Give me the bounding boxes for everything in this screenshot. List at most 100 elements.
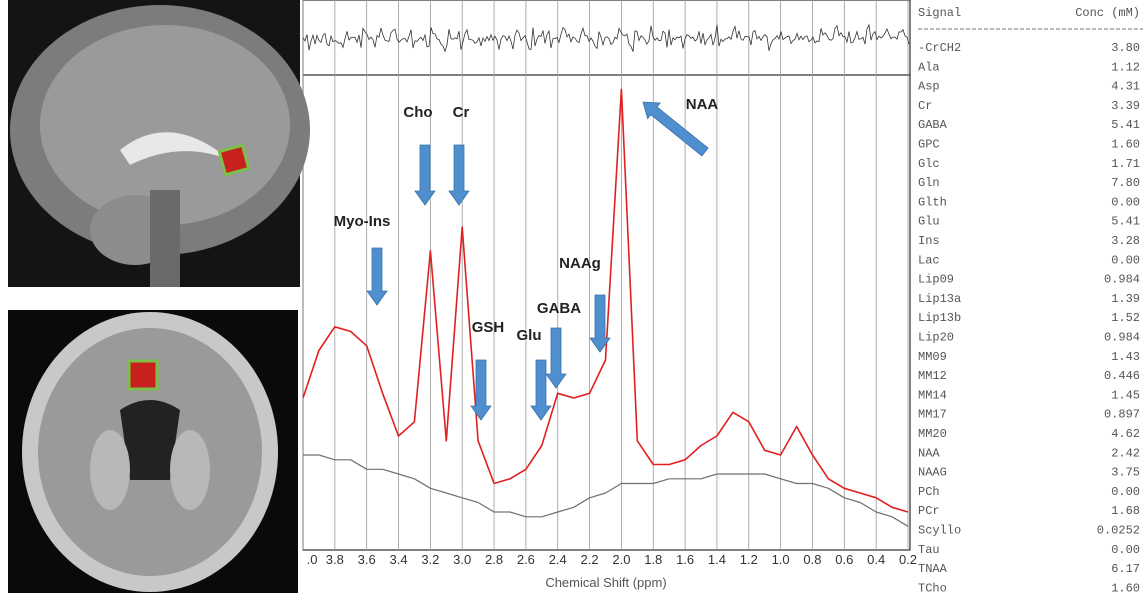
signal-conc: 1.71: [1111, 157, 1140, 171]
x-tick-label: 3.6: [358, 552, 376, 567]
signal-name: Tau: [918, 543, 940, 557]
signal-conc: 4.62: [1111, 427, 1140, 441]
signal-conc: 0.897: [1104, 408, 1140, 422]
sagittal-mri: [8, 0, 310, 287]
annotation: Cho: [403, 104, 432, 121]
arrow: [366, 247, 388, 306]
signal-conc: 4.31: [1111, 80, 1140, 94]
x-tick-label: 1.0: [772, 552, 790, 567]
baseline-line: [303, 454, 909, 527]
x-tick-label: 1.6: [676, 552, 694, 567]
signal-conc: 5.41: [1111, 215, 1140, 229]
x-tick-label: 0.4: [867, 552, 885, 567]
signal-conc: 1.60: [1111, 138, 1140, 152]
x-tick-label: 0.8: [803, 552, 821, 567]
signal-conc: 0.00: [1111, 195, 1140, 209]
signal-conc: 3.75: [1111, 466, 1140, 480]
arrow: [530, 359, 552, 421]
x-tick-label: 1.8: [644, 552, 662, 567]
signal-conc: 1.68: [1111, 504, 1140, 518]
signal-conc: 3.39: [1111, 99, 1140, 113]
signal-name: Glth: [918, 195, 947, 209]
x-tick-label: 1.2: [740, 552, 758, 567]
signal-name: MM14: [918, 388, 947, 402]
annotation: Cr: [453, 104, 470, 121]
signal-conc: 0.0252: [1097, 524, 1140, 538]
x-tick-label: 2.2: [581, 552, 599, 567]
x-tick-label: 3.0: [453, 552, 471, 567]
x-tick-label: 3.2: [421, 552, 439, 567]
annotation: Glu: [517, 327, 542, 344]
signal-name: MM20: [918, 427, 947, 441]
signal-conc: 3.28: [1111, 234, 1140, 248]
signal-name: Lip13b: [918, 311, 961, 325]
arrow: [545, 327, 567, 389]
fit-line: [302, 88, 909, 513]
x-tick-label: 0.6: [835, 552, 853, 567]
signal-conc: 0.00: [1111, 253, 1140, 267]
signal-conc: 3.80: [1111, 41, 1140, 55]
x-tick-label: 3.4: [389, 552, 407, 567]
signal-name: Scyllo: [918, 524, 961, 538]
signal-name: Glc: [918, 157, 940, 171]
annotation: GSH: [472, 319, 505, 336]
signal-name: TCho: [918, 581, 947, 593]
signal-name: PCr: [918, 504, 940, 518]
plot-frame: [302, 74, 911, 551]
x-tick-label: .0: [307, 552, 318, 567]
signal-name: Cr: [918, 99, 932, 113]
signal-name: PCh: [918, 485, 940, 499]
signal-conc: 7.80: [1111, 176, 1140, 190]
annotation: Myo-Ins: [334, 213, 391, 230]
signal-name: MM12: [918, 369, 947, 383]
signal-conc: 6.17: [1111, 562, 1140, 576]
signal-name: Asp: [918, 80, 940, 94]
x-tick-label: 0.2: [899, 552, 917, 567]
x-tick-label: 2.0: [612, 552, 630, 567]
residual-trace: [302, 23, 910, 53]
residual-panel: [302, 0, 911, 76]
signal-conc: 0.446: [1104, 369, 1140, 383]
signal-name: Ala: [918, 60, 940, 74]
signal-name: MM09: [918, 350, 947, 364]
signal-name: TNAA: [918, 562, 948, 576]
signal-conc: 1.45: [1111, 388, 1140, 402]
signal-conc: 1.12: [1111, 60, 1140, 74]
signal-conc: 1.52: [1111, 311, 1140, 325]
signal-name: MM17: [918, 408, 947, 422]
header-signal: Signal: [918, 6, 961, 20]
signal-name: GABA: [918, 118, 948, 132]
x-tick-label: 2.6: [517, 552, 535, 567]
signal-name: Lip20: [918, 331, 954, 345]
axial-mri: [8, 310, 298, 593]
signal-conc: 0.00: [1111, 543, 1140, 557]
annotation: NAAg: [559, 255, 601, 272]
x-axis-title: Chemical Shift (ppm): [545, 575, 666, 590]
signal-conc: 1.43: [1111, 350, 1140, 364]
signal-name: NAAG: [918, 466, 947, 480]
signal-conc: 1.39: [1111, 292, 1140, 306]
signal-name: Ins: [918, 234, 940, 248]
header-conc: Conc (mM): [1075, 6, 1140, 20]
x-tick-label: 2.4: [549, 552, 567, 567]
annotation: NAA: [686, 96, 719, 113]
spectrum-plot: Chemical Shift (ppm) .0 3.8 3.6 3.4 3.2 3.0 2.…: [302, 0, 917, 590]
signal-conc: 0.984: [1104, 331, 1140, 345]
signal-name: NAA: [918, 446, 940, 460]
signal-name: Lac: [918, 253, 940, 267]
signal-name: Lip13a: [918, 292, 961, 306]
x-tick-label: 2.8: [485, 552, 503, 567]
signal-name: GPC: [918, 138, 940, 152]
conc-table: Signal Conc (mM) -CrCH2 3.80 Ala 1.12 Asp 4.3…: [918, 6, 1143, 593]
signal-name: Gln: [918, 176, 940, 190]
annotation: GABA: [537, 300, 581, 317]
signal-name: -CrCH2: [918, 41, 961, 55]
arrow: [470, 359, 492, 421]
arrow: [448, 144, 470, 206]
arrow: [414, 144, 436, 206]
arrow: [642, 101, 709, 157]
signal-conc: 2.42: [1111, 446, 1140, 460]
x-tick-label: 1.4: [708, 552, 726, 567]
signal-conc: 5.41: [1111, 118, 1140, 132]
